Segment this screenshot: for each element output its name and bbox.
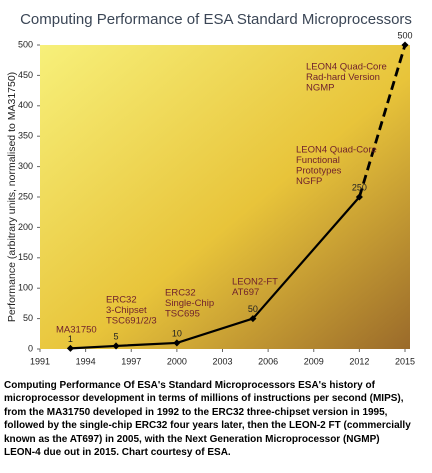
value-label: 10 [172, 328, 182, 338]
y-tick-label: 0 [28, 343, 33, 353]
chart-title: Computing Performance of ESA Standard Mi… [20, 11, 412, 28]
value-label: 500 [397, 30, 412, 40]
x-tick-label: 2009 [304, 356, 324, 366]
x-tick-label: 2012 [349, 356, 369, 366]
caption-line: Computing Performance Of ESA's Standard … [4, 380, 375, 391]
data-point [112, 342, 120, 350]
annotation: Prototypes [296, 166, 342, 177]
annotation: LEON4 Quad-Core [296, 145, 377, 156]
y-tick-label: 150 [18, 252, 33, 262]
caption-line: from the MA31750 developed in 1992 to th… [4, 406, 388, 418]
y-tick-label: 400 [18, 100, 33, 110]
caption-line: LEON-4 due out in 2015. Chart courtesy o… [4, 447, 231, 459]
annotation: LEON2-FT [232, 277, 278, 288]
data-point [173, 339, 181, 347]
annotation: NGMP [306, 83, 335, 94]
annotation: Functional [296, 155, 340, 166]
annotation: TSC691/2/3 [106, 316, 157, 327]
annotation: 3-Chipset [106, 305, 147, 316]
caption-line: followed by the single-chip ERC32 four y… [4, 420, 411, 432]
annotation: ERC32 [165, 288, 196, 299]
line-series-dashed [358, 44, 407, 198]
annotation: Single-Chip [165, 298, 214, 309]
annotation: AT697 [232, 287, 259, 298]
annotation: MA31750 [56, 325, 97, 336]
caption: Computing Performance Of ESA's Standard … [4, 379, 430, 459]
data-point [401, 41, 409, 49]
caption-line: known as the AT697) in 2005, with the Ne… [4, 433, 380, 445]
value-label: 250 [352, 182, 367, 192]
x-tick-label: 1991 [30, 356, 50, 366]
data-point [66, 344, 74, 352]
annotation: NGFP [296, 176, 322, 187]
x-tick-label: 1997 [121, 356, 141, 366]
x-tick-label: 2015 [395, 356, 415, 366]
value-label: 5 [114, 331, 119, 341]
data-point [355, 193, 363, 201]
data-point [249, 315, 257, 323]
plot-background [40, 45, 410, 349]
y-tick-label: 300 [18, 161, 33, 171]
annotation: ERC32 [106, 295, 137, 306]
chart: Computing Performance of ESA Standard Mi… [6, 11, 415, 366]
y-tick-label: 200 [18, 222, 33, 232]
value-label: 50 [248, 304, 258, 314]
y-tick-label: 100 [18, 283, 33, 293]
y-tick-label: 500 [18, 39, 33, 49]
y-tick-label: 450 [18, 70, 33, 80]
annotation: Rad-hard Version [306, 72, 380, 83]
y-tick-label: 350 [18, 131, 33, 141]
value-label: 1 [68, 334, 73, 344]
x-tick-label: 2006 [258, 356, 278, 366]
y-axis-label: Performance (arbitrary units, normalised… [6, 72, 18, 322]
y-tick-label: 50 [23, 313, 33, 323]
y-tick-label: 250 [18, 191, 33, 201]
caption-line: microprocessor development in terms of m… [4, 393, 404, 405]
annotation: LEON4 Quad-Core [306, 62, 387, 73]
x-tick-label: 2003 [212, 356, 232, 366]
x-tick-label: 1994 [76, 356, 96, 366]
annotation: TSC695 [165, 309, 200, 320]
x-tick-label: 2000 [167, 356, 187, 366]
